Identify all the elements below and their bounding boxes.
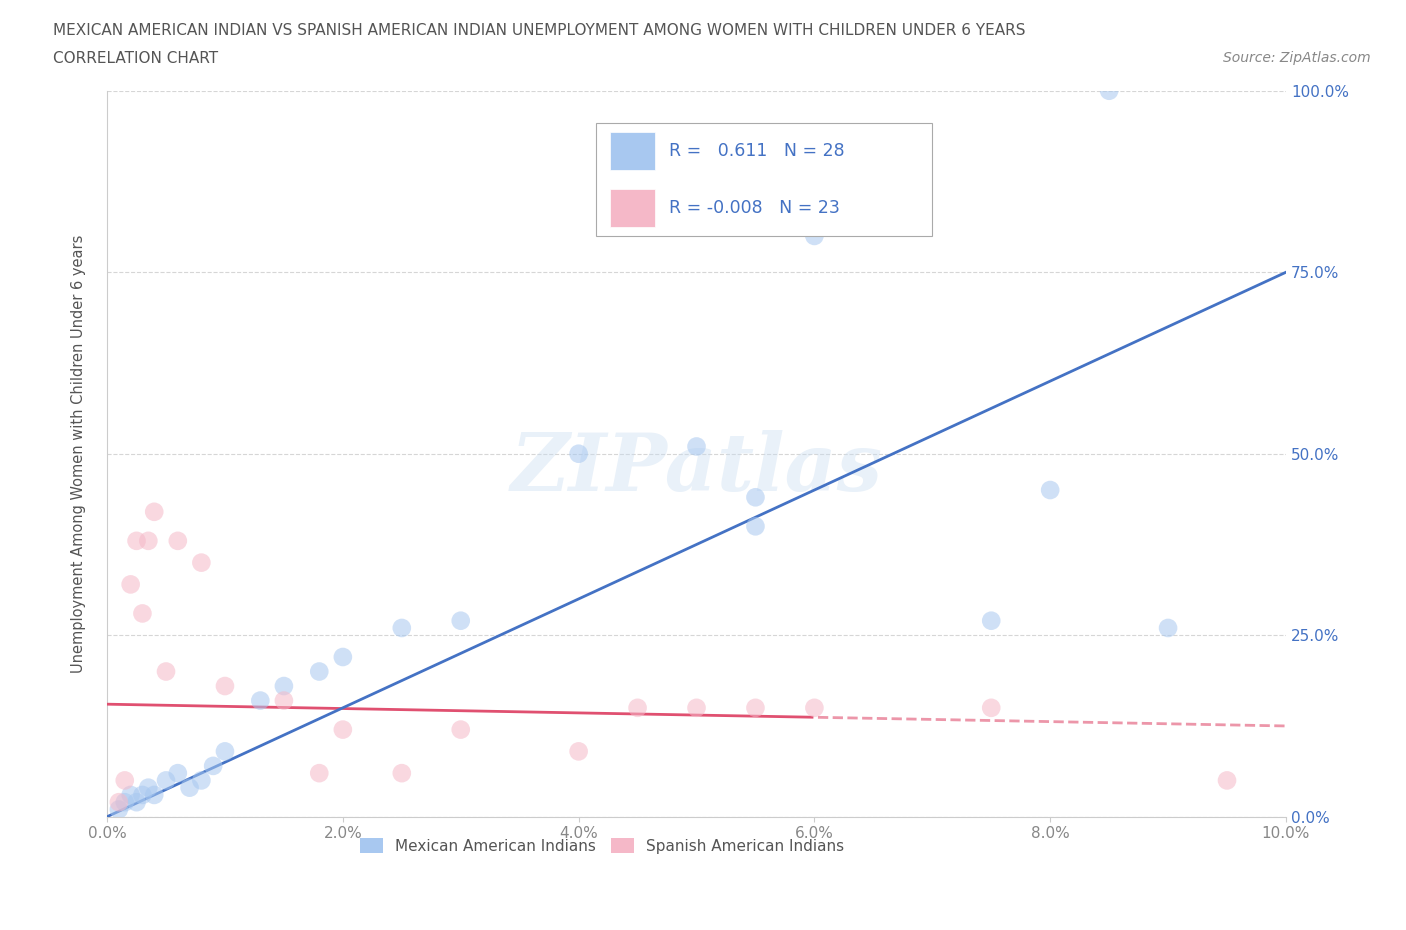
Text: CORRELATION CHART: CORRELATION CHART bbox=[53, 51, 218, 66]
Point bbox=[308, 664, 330, 679]
Point bbox=[308, 765, 330, 780]
Point bbox=[980, 700, 1002, 715]
Point bbox=[685, 439, 707, 454]
Point bbox=[155, 773, 177, 788]
Point bbox=[179, 780, 201, 795]
Point bbox=[202, 759, 225, 774]
Point bbox=[391, 620, 413, 635]
Point bbox=[214, 679, 236, 694]
Point bbox=[744, 519, 766, 534]
Point bbox=[450, 613, 472, 628]
Text: Source: ZipAtlas.com: Source: ZipAtlas.com bbox=[1223, 51, 1371, 65]
Point bbox=[125, 795, 148, 810]
Point bbox=[190, 773, 212, 788]
Text: MEXICAN AMERICAN INDIAN VS SPANISH AMERICAN INDIAN UNEMPLOYMENT AMONG WOMEN WITH: MEXICAN AMERICAN INDIAN VS SPANISH AMERI… bbox=[53, 23, 1026, 38]
Point bbox=[273, 693, 295, 708]
FancyBboxPatch shape bbox=[596, 124, 932, 236]
Bar bbox=[610, 132, 655, 170]
Y-axis label: Unemployment Among Women with Children Under 6 years: Unemployment Among Women with Children U… bbox=[72, 234, 86, 673]
Point bbox=[166, 765, 188, 780]
Point bbox=[166, 534, 188, 549]
Point bbox=[1216, 773, 1239, 788]
Point bbox=[131, 788, 153, 803]
Point bbox=[143, 788, 166, 803]
Point bbox=[1098, 84, 1121, 99]
Point bbox=[138, 534, 160, 549]
Point bbox=[568, 446, 591, 461]
Point bbox=[1157, 620, 1180, 635]
Legend: Mexican American Indians, Spanish American Indians: Mexican American Indians, Spanish Americ… bbox=[354, 831, 851, 860]
Point bbox=[125, 534, 148, 549]
Bar bbox=[610, 190, 655, 227]
Point bbox=[114, 795, 136, 810]
Point bbox=[744, 700, 766, 715]
Point bbox=[568, 744, 591, 759]
Point bbox=[190, 555, 212, 570]
Point bbox=[131, 606, 153, 621]
Point bbox=[120, 577, 142, 591]
Point bbox=[332, 723, 354, 737]
Point bbox=[1039, 483, 1062, 498]
Point bbox=[685, 700, 707, 715]
Point bbox=[114, 773, 136, 788]
Point bbox=[626, 700, 648, 715]
Point bbox=[803, 229, 825, 244]
Point bbox=[391, 765, 413, 780]
Point bbox=[803, 700, 825, 715]
Text: R = -0.008   N = 23: R = -0.008 N = 23 bbox=[669, 199, 841, 218]
Point bbox=[143, 504, 166, 519]
Text: R =   0.611   N = 28: R = 0.611 N = 28 bbox=[669, 142, 845, 160]
Point bbox=[108, 802, 131, 817]
Point bbox=[450, 723, 472, 737]
Point bbox=[332, 649, 354, 664]
Point bbox=[744, 490, 766, 505]
Point bbox=[108, 795, 131, 810]
Point bbox=[138, 780, 160, 795]
Point bbox=[249, 693, 271, 708]
Text: ZIPatlas: ZIPatlas bbox=[510, 430, 883, 507]
Point bbox=[214, 744, 236, 759]
Point bbox=[120, 788, 142, 803]
Point bbox=[980, 613, 1002, 628]
Point bbox=[155, 664, 177, 679]
Point bbox=[273, 679, 295, 694]
